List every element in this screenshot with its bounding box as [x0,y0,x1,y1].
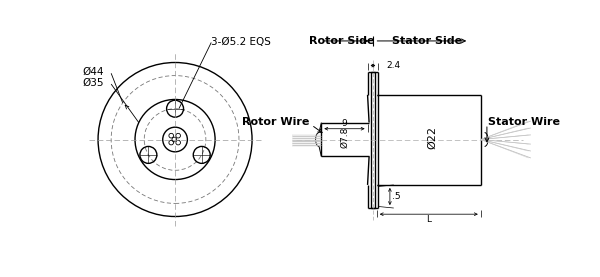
Text: L: L [426,215,431,224]
Text: 2.4: 2.4 [386,61,400,70]
Text: Rotor Side: Rotor Side [310,36,375,46]
Text: Ø44: Ø44 [83,67,104,77]
Text: Ø22: Ø22 [428,126,437,149]
Text: Stator Wire: Stator Wire [488,117,560,127]
Text: .5: .5 [392,192,401,201]
Text: 3-Ø5.2 EQS: 3-Ø5.2 EQS [211,37,271,47]
Text: Ø35: Ø35 [83,78,104,88]
Text: 9: 9 [341,119,347,128]
Text: Rotor Wire: Rotor Wire [242,117,310,127]
Text: Ø7.8: Ø7.8 [341,127,350,148]
Text: Stator Side: Stator Side [392,36,462,46]
